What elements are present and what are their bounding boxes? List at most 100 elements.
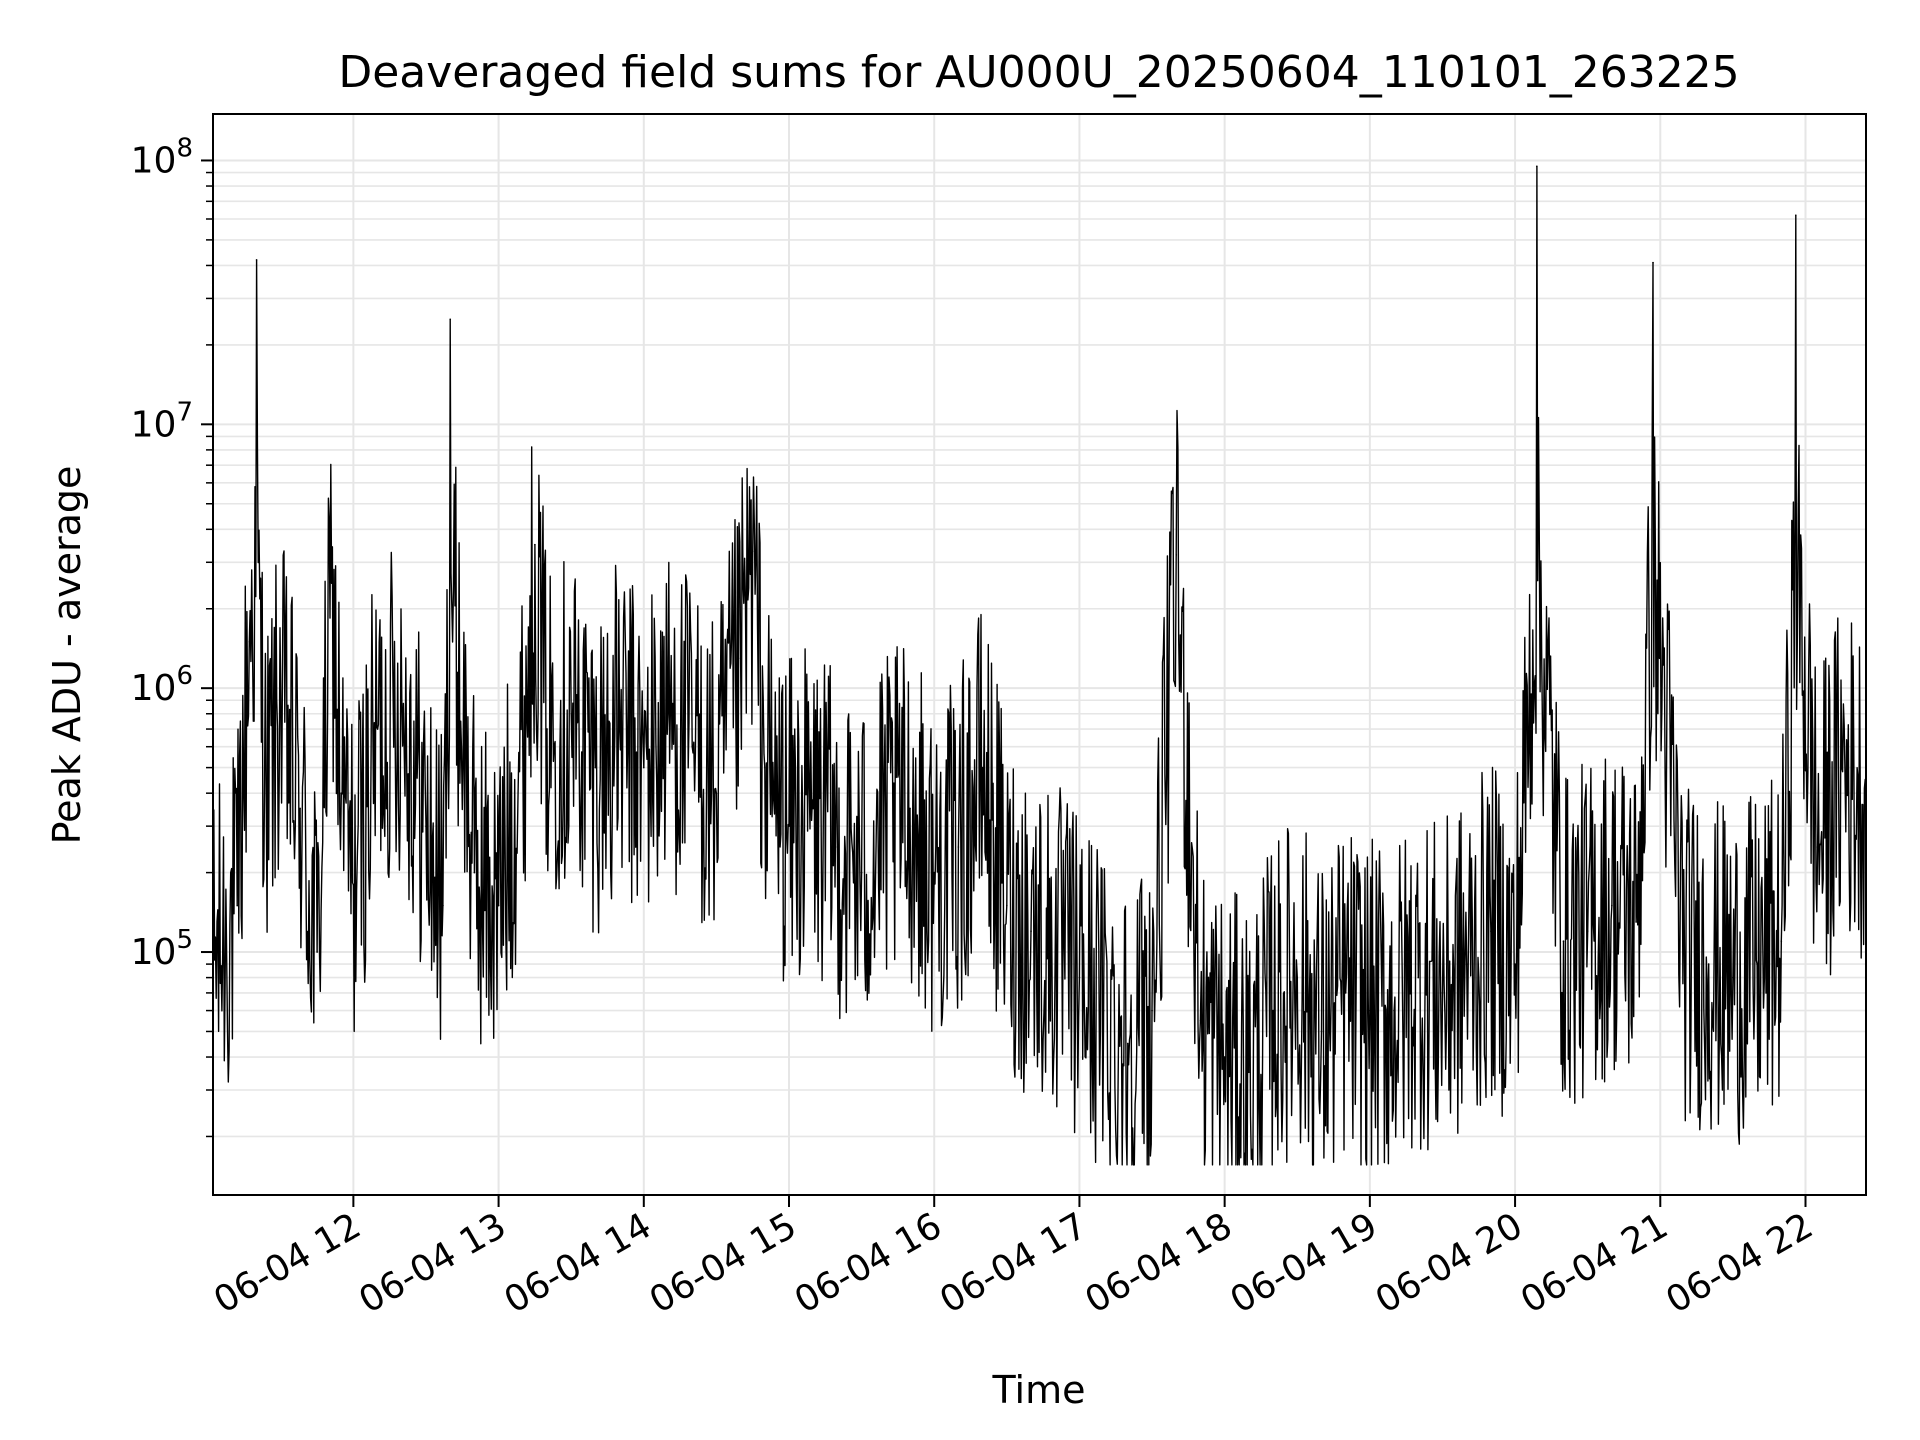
data-point [521,745,524,748]
y-tick-label: 108 [131,133,193,181]
x-tick-label: 06-04 17 [933,1205,1094,1321]
data-point [957,846,960,848]
data-point [534,543,536,546]
x-tick-label: 06-04 20 [1369,1205,1530,1321]
x-tick-label: 06-04 14 [498,1205,659,1321]
x-tick-label: 06-04 22 [1659,1205,1820,1321]
data-point [715,792,718,794]
data-point [1127,1042,1129,1045]
data-point [1393,1009,1395,1012]
data-point [352,883,355,886]
data-point [812,807,815,810]
data-point [1780,940,1783,942]
data-point [1344,992,1347,994]
data-point [1465,963,1468,965]
data-point [836,846,839,848]
data-point [1562,940,1565,942]
data-point [1320,1030,1323,1033]
data-point [667,712,669,715]
data-point [1840,766,1843,769]
x-tick-label: 06-04 12 [207,1205,368,1321]
x-tick-label: 06-04 13 [352,1205,513,1321]
data-point [751,550,754,553]
x-tick-label: 06-04 16 [788,1205,949,1321]
data-point [248,640,251,643]
data-point [618,728,621,730]
data-point [1635,921,1637,923]
data-point [1151,1009,1153,1012]
data-point [546,728,548,730]
data-point [497,904,500,907]
data-point [933,871,936,874]
data-point [788,825,790,827]
data-point [1175,554,1178,556]
data-point [764,766,766,769]
chart-title: Deaveraged field sums for AU000U_2025060… [338,47,1739,98]
y-tick-label: 107 [131,397,193,445]
data-point [279,699,282,702]
data-point [1514,963,1516,965]
data-point [1078,976,1081,979]
x-tick-label: 06-04 21 [1514,1205,1675,1321]
data-point [1732,976,1734,979]
data-point [376,728,379,730]
data-point [400,699,403,702]
data-point [594,766,597,769]
data-point [1756,963,1758,965]
data-point [981,766,984,769]
data-point [1417,976,1420,979]
data-point [570,712,572,715]
data-point [1441,992,1444,994]
data-point [1683,951,1686,953]
plot-area [212,165,1867,1166]
data-point [330,582,333,584]
y-axis: 105 106 107 108 [131,133,213,1138]
data-point [1296,976,1299,979]
data-point [1102,1009,1105,1012]
y-tick-label: 106 [131,661,193,709]
x-axis-label: Time [992,1368,1086,1412]
data-point [739,657,742,659]
data-point [909,807,911,810]
data-point [255,259,258,261]
data-point [1369,1009,1371,1012]
data-point [642,766,645,769]
data-point [299,807,301,810]
data-point [425,825,427,827]
data-point [1199,1019,1202,1022]
data-point [1795,214,1797,217]
data-point [473,871,476,874]
y-tick-label: 105 [131,925,193,973]
x-tick-label: 06-04 19 [1224,1205,1385,1321]
plot-frame [212,113,1867,1196]
data-point [1816,846,1819,848]
data-point [885,825,887,827]
x-tick-label: 06-04 18 [1078,1205,1239,1321]
data-point [1586,930,1589,932]
data-point [449,318,451,321]
data-point [316,951,318,953]
data-point [340,792,343,794]
data-point [265,792,268,794]
data-point [1707,963,1710,965]
data-point [1054,951,1057,953]
data-point [1006,904,1008,907]
data-point [1490,930,1492,932]
data-point [1030,930,1032,932]
data-point [1652,261,1654,264]
y-axis-label: Peak ADU - average [45,466,89,845]
data-point [442,904,444,907]
data-point [1223,1056,1226,1058]
x-tick-label: 06-04 15 [643,1205,804,1321]
data-point [860,871,863,874]
data-point [1272,1009,1274,1012]
data-point [1248,1071,1250,1074]
data-point [1611,904,1613,907]
data-point [236,904,239,907]
data-point [1536,165,1538,168]
series-line [212,165,1867,1166]
data-point [691,745,694,748]
